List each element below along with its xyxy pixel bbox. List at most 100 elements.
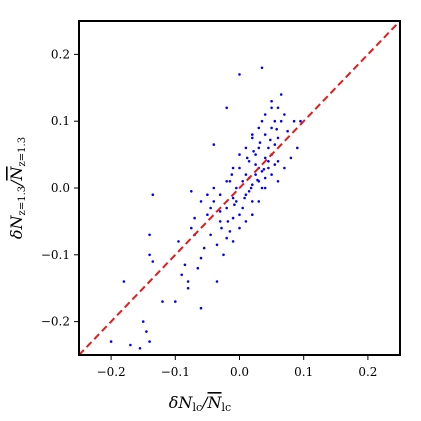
scatter-point	[141, 320, 145, 323]
svg-text:δNlc/Nlc: δNlc/Nlc	[169, 393, 231, 414]
scatter-point	[286, 129, 289, 133]
scatter-point	[275, 127, 279, 131]
scatter-point	[251, 200, 254, 203]
scatter-point	[279, 119, 283, 123]
scatter-point	[235, 186, 238, 190]
scatter-point	[231, 166, 235, 170]
scatter-point	[199, 200, 203, 203]
scatter-point	[241, 180, 244, 183]
scatter-point	[263, 156, 267, 160]
scatter-point	[276, 106, 280, 110]
scatter-point	[251, 213, 254, 216]
scatter-point	[258, 141, 262, 144]
scatter-point	[276, 136, 280, 140]
scatter-point	[215, 243, 219, 247]
scatter-point	[260, 170, 264, 173]
scatter-point	[225, 236, 228, 240]
scatter-point	[283, 166, 286, 170]
scatter-point	[244, 220, 248, 223]
scatter-point	[202, 246, 206, 250]
scatter-point	[230, 173, 234, 176]
scatter-point	[283, 113, 286, 116]
scatter-point	[199, 306, 203, 310]
scatter-point	[238, 213, 241, 216]
scatter-point	[273, 119, 277, 123]
scatter-point	[279, 93, 283, 96]
x-tick-label: −0.1	[161, 365, 190, 379]
scatter-point	[270, 126, 273, 130]
scatter-point	[238, 73, 241, 76]
scatter-point	[233, 203, 236, 206]
scatter-point	[260, 119, 264, 123]
scatter-point	[186, 286, 190, 290]
scatter-point	[244, 193, 248, 196]
scatter-point	[262, 168, 266, 171]
scatter-point	[138, 347, 142, 350]
scatter-point	[260, 66, 264, 70]
scatter-point	[218, 220, 222, 223]
x-tick-label: 0.0	[230, 365, 249, 379]
scatter-point	[247, 160, 251, 163]
scatter-point	[267, 146, 270, 150]
scatter-point	[212, 143, 216, 146]
scatter-point	[276, 180, 280, 183]
scatter-point	[148, 233, 151, 237]
scatter-point	[225, 206, 228, 210]
scatter-point	[273, 163, 277, 166]
x-axis-label: δNlc/Nlc	[169, 393, 231, 414]
scatter-point	[238, 226, 241, 230]
scatter-point	[212, 186, 216, 190]
scatter-point	[148, 253, 151, 257]
scatter-point	[148, 340, 151, 343]
scatter-point	[209, 233, 212, 237]
scatter-point	[263, 113, 267, 116]
scatter-point	[296, 146, 299, 150]
scatter-point	[151, 260, 155, 263]
scatter-point	[269, 138, 272, 142]
scatter-point	[186, 280, 190, 283]
scatter-point	[252, 150, 255, 153]
axis-ticks: −0.2 −0.1 0.0 0.1 0.2 −0.2 −0.1 0.0 0.1 0.2	[41, 47, 378, 379]
scatter-point	[235, 200, 238, 203]
reference-line	[78, 20, 401, 356]
scatter-point	[183, 263, 187, 267]
scatter-point	[231, 196, 235, 200]
scatter-point	[220, 226, 223, 230]
scatter-point	[225, 180, 228, 183]
scatter-point	[254, 173, 257, 176]
scatter-point	[222, 253, 225, 257]
scatter-point	[199, 256, 203, 260]
scatter-point	[206, 193, 209, 196]
x-tick-label: 0.1	[294, 365, 313, 379]
scatter-point	[254, 153, 257, 156]
scatter-point	[257, 146, 261, 150]
y-tick-label: 0.1	[51, 114, 70, 128]
x-tick-label: 0.2	[358, 365, 377, 379]
scatter-point	[190, 190, 193, 193]
y-tick-label: −0.2	[41, 315, 70, 329]
scatter-point	[257, 126, 261, 130]
svg-text:δNz=1.3/Nz=1.3: δNz=1.3/Nz=1.3	[7, 137, 28, 239]
scatter-point	[238, 153, 241, 156]
scatter-point	[218, 193, 222, 196]
scatter-point	[263, 133, 267, 136]
scatter-point	[292, 119, 296, 123]
scatter-point	[273, 143, 277, 146]
reference-line-group	[78, 20, 401, 356]
y-tick-label: −0.1	[41, 248, 70, 262]
scatter-point	[190, 226, 193, 230]
scatter-point	[299, 119, 302, 123]
scatter-point	[228, 180, 232, 183]
scatter-point	[122, 280, 126, 283]
x-tick-label: −0.2	[97, 365, 126, 379]
scatter-point	[212, 200, 216, 203]
scatter-point	[270, 99, 273, 103]
scatter-point	[263, 186, 267, 190]
scatter-point	[180, 273, 183, 277]
scatter-point	[244, 146, 248, 150]
scatter-point	[289, 156, 293, 160]
scatter-points	[109, 66, 302, 350]
scatter-point	[206, 213, 209, 216]
scatter-point	[245, 156, 249, 160]
